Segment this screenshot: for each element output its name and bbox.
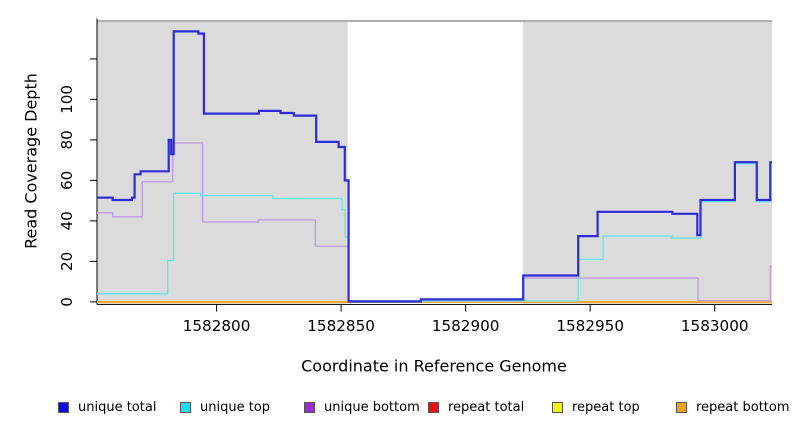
legend-swatch-repeat-total <box>428 401 439 413</box>
x-tick-label: 1582850 <box>307 317 375 335</box>
legend-label: unique top <box>200 399 271 415</box>
legend-label: repeat top <box>572 399 640 415</box>
x-tick-label: 1583000 <box>681 317 749 335</box>
y-tick-label: 40 <box>58 211 76 230</box>
x-axis-title: Coordinate in Reference Genome <box>301 356 567 376</box>
y-tick-label: 80 <box>58 130 76 149</box>
legend-label: unique bottom <box>324 399 420 415</box>
legend-swatch-unique-bottom <box>304 401 315 413</box>
legend-swatch-unique-total <box>58 401 69 413</box>
legend-swatch-repeat-bottom <box>676 401 687 413</box>
x-tick-label: 1582800 <box>183 317 251 335</box>
x-tick-label: 1582950 <box>556 317 624 335</box>
legend-item-repeat-total: repeat total <box>428 399 525 415</box>
shaded-read-region <box>523 21 772 305</box>
legend-label: repeat total <box>448 399 525 415</box>
legend-item-unique-top: unique top <box>180 399 271 415</box>
x-tick-label: 1582900 <box>432 317 500 335</box>
y-tick-label: 20 <box>58 252 76 271</box>
y-tick-label: 100 <box>58 85 76 114</box>
legend-swatch-repeat-top <box>552 401 563 413</box>
legend-item-unique-bottom: unique bottom <box>304 399 420 415</box>
legend-item-unique-total: unique total <box>58 399 157 415</box>
series-unique-total <box>97 30 772 303</box>
y-tick-label: 60 <box>58 171 76 190</box>
y-axis-title: Read Coverage Depth <box>21 73 41 249</box>
legend-label: repeat bottom <box>696 399 790 415</box>
legend-item-repeat-bottom: repeat bottom <box>676 399 790 415</box>
legend-label: unique total <box>78 399 157 415</box>
series-unique-bottom <box>97 142 772 302</box>
legend-swatch-unique-top <box>180 401 191 413</box>
shaded-read-region <box>97 21 348 305</box>
y-tick-label: 0 <box>58 297 76 307</box>
legend-item-repeat-top: repeat top <box>552 399 640 415</box>
